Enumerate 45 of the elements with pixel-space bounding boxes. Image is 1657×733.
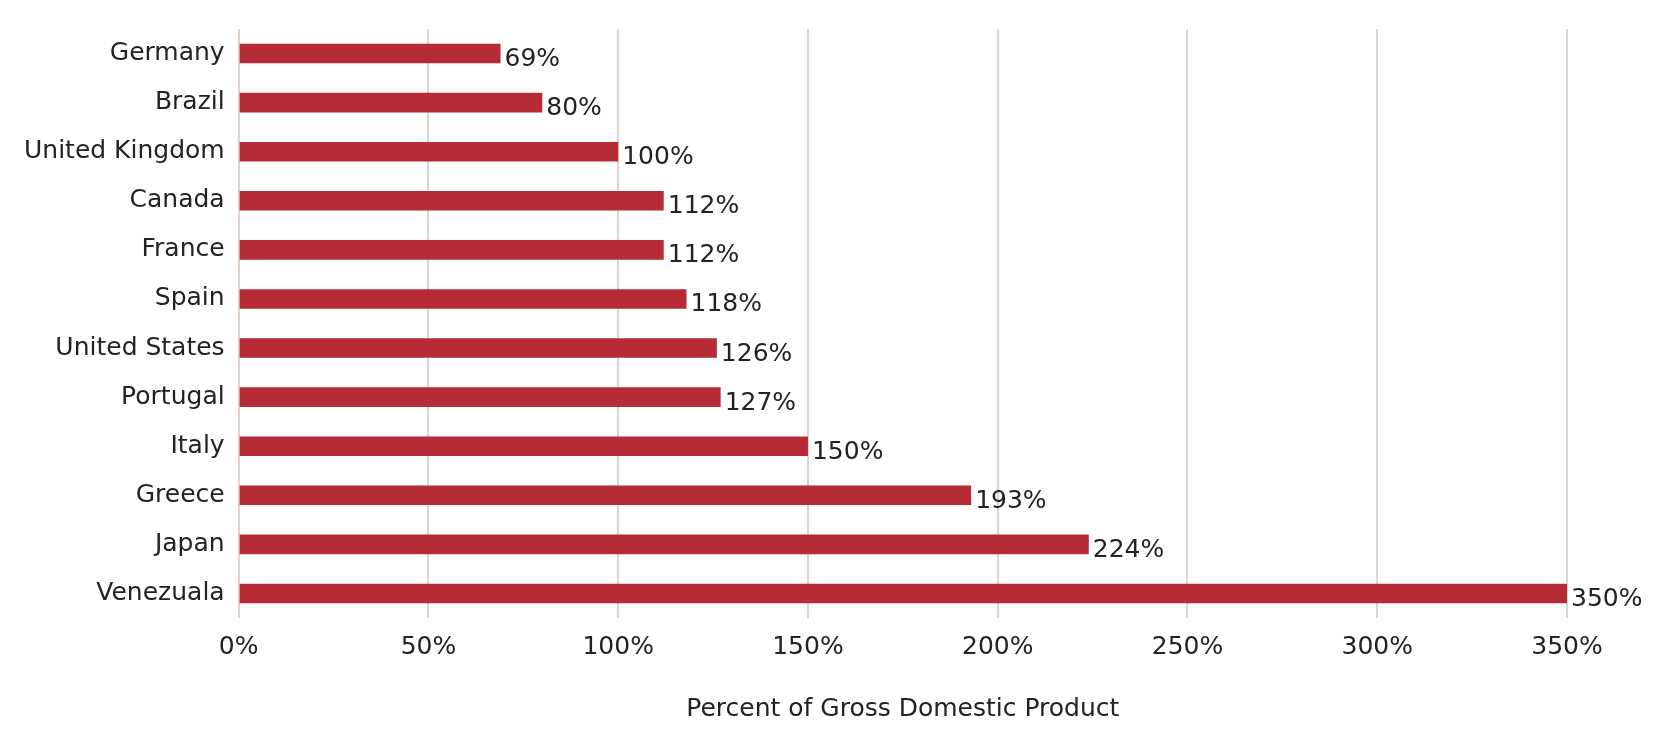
data-label: 100% [622, 141, 694, 171]
x-tick-label: 0% [218, 630, 259, 660]
data-label: 150% [811, 435, 884, 465]
x-tick-label: 250% [1151, 630, 1224, 660]
x-tick-label: 150% [772, 630, 844, 660]
y-tick-label: Canada [129, 184, 225, 214]
bar [239, 43, 501, 64]
y-tick-label: Japan [152, 527, 225, 557]
bar [239, 92, 543, 113]
data-label: 350% [1571, 582, 1643, 612]
data-label: 118% [690, 288, 762, 318]
bar [239, 583, 1567, 604]
x-tick-label: 100% [582, 630, 654, 660]
y-tick-label: Venezuala [96, 576, 225, 606]
y-tick-label: United States [55, 331, 225, 361]
y-tick-label: Portugal [121, 380, 225, 410]
y-tick-label: Germany [109, 37, 225, 67]
y-tick-label: Spain [154, 282, 225, 312]
y-tick-label: United Kingdom [23, 135, 225, 165]
bar [239, 387, 721, 407]
data-label: 80% [546, 92, 602, 122]
bar [239, 190, 664, 211]
bar [239, 141, 619, 162]
data-label: 193% [975, 484, 1047, 514]
y-tick-label: Greece [135, 478, 225, 508]
x-tick-label: 50% [400, 630, 457, 660]
data-label: 126% [720, 337, 793, 367]
x-tick-label: 350% [1531, 630, 1603, 660]
data-label: 127% [724, 386, 797, 416]
data-label: 112% [667, 239, 740, 269]
x-tick-label: 300% [1341, 630, 1413, 660]
y-tick-label: Italy [170, 429, 225, 459]
x-tick-label: 200% [961, 630, 1034, 660]
y-tick-label: Brazil [154, 86, 225, 116]
data-label: 112% [667, 190, 740, 220]
bar [239, 289, 687, 309]
bar [239, 485, 972, 506]
data-label: 224% [1092, 533, 1165, 563]
bar [239, 338, 717, 358]
bar [239, 240, 664, 260]
bar [239, 534, 1089, 555]
data-label: 69% [504, 43, 561, 73]
bar [239, 436, 808, 457]
x-axis-title: Percent of Gross Domestic Product [686, 692, 1120, 722]
y-tick-label: France [141, 233, 225, 263]
